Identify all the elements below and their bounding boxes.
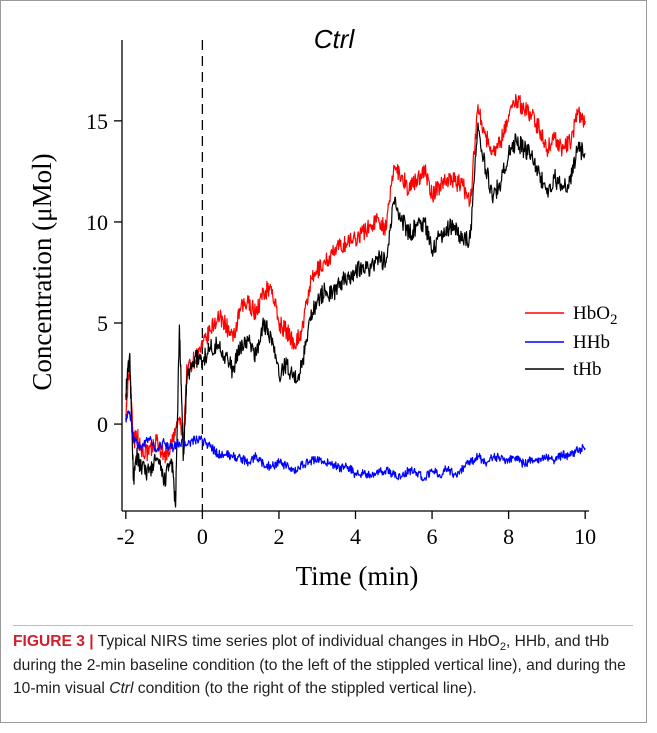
legend-label-hhb: HHb [573,332,610,353]
caption-italic: Ctrl [109,680,133,697]
x-tick-label: 2 [273,524,284,549]
x-axis-title: Time (min) [296,561,419,591]
series-line-hhb [126,411,585,481]
x-tick-label: 0 [197,524,208,549]
legend-label-hbo2: HbO2 [573,303,617,328]
figure-caption: FIGURE 3 | Typical NIRS time series plot… [13,630,633,701]
y-tick-label: 5 [97,311,108,336]
plot-area: 0 5 10 15 -2 0 2 4 6 8 10 HbO2 HHb tHb [86,40,617,549]
legend-label-subscript: 2 [610,312,618,328]
caption-divider [13,625,633,626]
x-tick-label: 10 [574,524,596,549]
y-tick-label: 0 [97,412,108,437]
series-line-thb [126,123,585,507]
x-tick-label: 6 [427,524,438,549]
x-tick-label: 4 [350,524,361,549]
x-tick-label: 8 [503,524,514,549]
caption-label: FIGURE 3 | [13,633,94,650]
y-tick-label: 10 [86,210,108,235]
series-line-hbo2 [126,95,585,463]
nirs-chart: Ctrl 0 5 10 15 -2 0 2 4 6 8 10 HbO2 HHb tHb Time (min… [0,0,657,640]
legend-label-thb: tHb [573,359,602,380]
caption-text-3: condition (to the right of the stippled … [133,680,476,697]
x-tick-label: -2 [117,524,135,549]
y-axis-title: Concentration (μMol) [27,153,57,390]
panel-title: Ctrl [314,24,356,54]
y-tick-label: 15 [86,109,108,134]
caption-text-1: Typical NIRS time series plot of individ… [94,633,500,650]
